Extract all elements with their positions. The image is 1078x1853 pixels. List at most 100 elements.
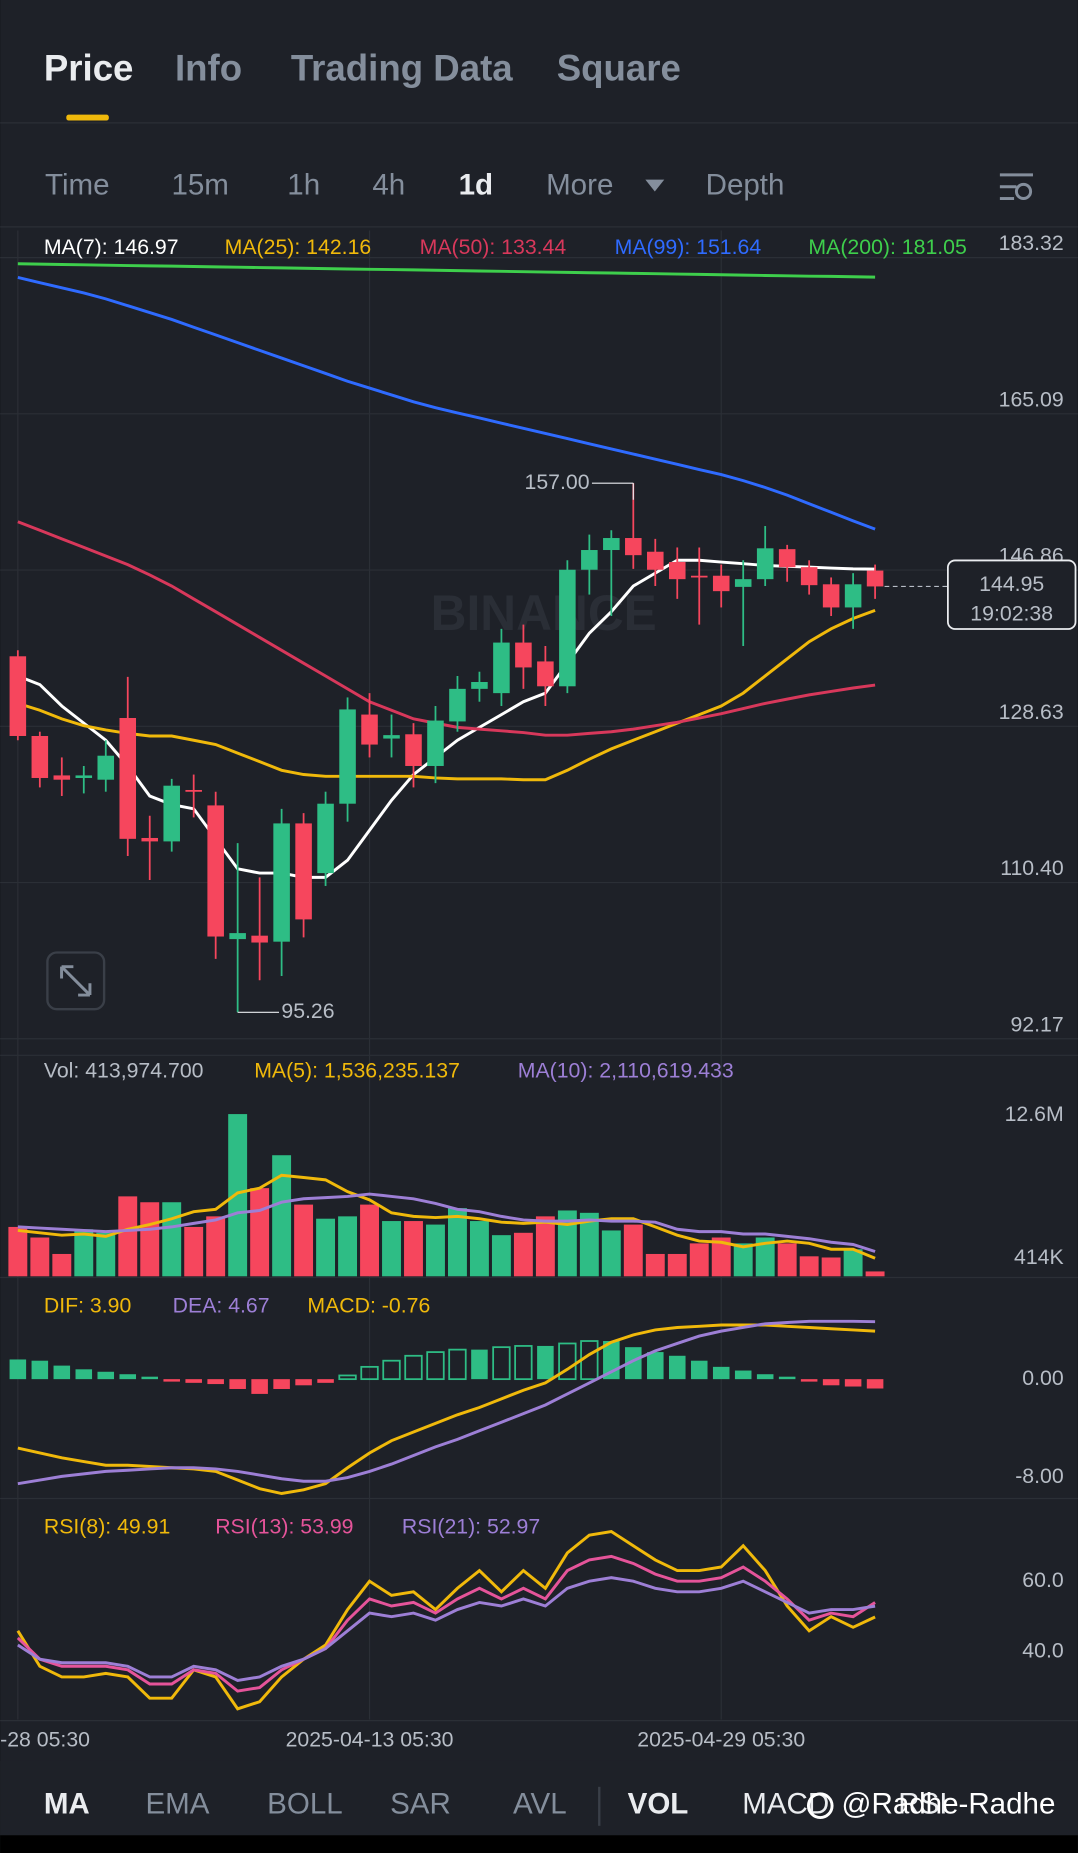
tab[interactable]: Price: [44, 48, 134, 89]
bar: [52, 1253, 72, 1277]
candle-body: [295, 823, 312, 920]
interval[interactable]: 4h: [372, 169, 405, 202]
legend-entry: DEA: 4.67: [173, 1294, 270, 1318]
bar: [140, 1202, 160, 1277]
bar: [734, 1370, 752, 1380]
watermark-icon: [806, 1792, 834, 1820]
tab[interactable]: Square: [557, 48, 681, 89]
bar: [514, 1345, 533, 1381]
candle-body: [31, 735, 49, 778]
bar: [184, 1226, 204, 1277]
bar: [382, 1359, 401, 1381]
interval[interactable]: 1d: [459, 169, 493, 202]
bar: [74, 1229, 94, 1277]
bar: [557, 1210, 577, 1277]
y-tick-label: 40.0: [1022, 1639, 1063, 1663]
bar: [295, 1379, 312, 1386]
bar: [601, 1230, 621, 1277]
indicator[interactable]: MA: [44, 1788, 90, 1821]
bar: [162, 1202, 182, 1277]
candle-body: [229, 933, 246, 940]
bar: [579, 1212, 599, 1277]
bar: [647, 1352, 664, 1380]
indicator[interactable]: SAR: [390, 1788, 451, 1821]
candle-body: [141, 837, 159, 842]
candle-body: [559, 569, 576, 687]
bar: [755, 1237, 775, 1277]
interval[interactable]: More: [546, 169, 613, 202]
indicator[interactable]: VOL: [628, 1788, 689, 1821]
interval[interactable]: Time: [45, 169, 110, 202]
bar: [625, 1347, 642, 1380]
bar: [623, 1224, 643, 1277]
bar: [185, 1379, 202, 1383]
bar: [360, 1204, 379, 1277]
bar: [163, 1379, 180, 1382]
interval[interactable]: 15m: [171, 169, 228, 202]
indicator[interactable]: AVL: [513, 1788, 567, 1821]
bar: [317, 1379, 334, 1383]
candle-body: [734, 579, 752, 587]
bar: [316, 1218, 336, 1277]
bar: [448, 1208, 467, 1277]
bar: [207, 1379, 224, 1385]
expand-button[interactable]: [46, 951, 106, 1011]
tab[interactable]: Trading Data: [291, 48, 513, 89]
bar: [97, 1371, 115, 1380]
grid-layer: [0, 230, 1078, 1720]
interval[interactable]: Depth: [706, 169, 785, 202]
bar: [558, 1342, 577, 1381]
indicator[interactable]: EMA: [145, 1788, 209, 1821]
bar: [338, 1374, 357, 1381]
bar: [469, 1221, 489, 1277]
bar: [31, 1360, 49, 1380]
bar: [228, 1114, 248, 1277]
bar: [492, 1346, 511, 1381]
series-line: [17, 1576, 876, 1682]
bar: [119, 1374, 137, 1380]
series-line: [17, 276, 876, 531]
bar: [250, 1188, 270, 1277]
candle-body: [537, 661, 554, 687]
legend-entry: DIF: 3.90: [44, 1294, 131, 1318]
candle-body: [185, 789, 202, 792]
series-line: [16, 1530, 876, 1711]
candle-body: [647, 551, 664, 570]
interval[interactable]: 1h: [287, 169, 320, 202]
legend-entry: Vol: 413,974.700: [44, 1058, 204, 1082]
bar: [272, 1155, 292, 1277]
candle-body: [53, 775, 71, 780]
candle-body: [866, 570, 884, 587]
y-tick-label: 110.40: [1000, 856, 1063, 880]
bar: [448, 1348, 467, 1381]
legend-entry: MA(7): 146.97: [44, 235, 179, 259]
bar: [75, 1369, 93, 1380]
candle-body: [603, 538, 620, 551]
candle-body: [515, 642, 532, 668]
legend-entry: MA(200): 181.05: [808, 235, 966, 259]
candle-body: [668, 562, 686, 580]
candle-body: [317, 803, 334, 874]
last-price: 144.95: [979, 572, 1044, 596]
y-tick-label: 183.32: [999, 231, 1064, 255]
dropdown-icon[interactable]: [645, 179, 665, 192]
high-label: 157.00: [525, 470, 590, 494]
y-tick-label: 128.63: [999, 700, 1064, 724]
bar: [778, 1376, 796, 1380]
bar: [229, 1379, 246, 1389]
candle-body: [163, 785, 180, 842]
logo-watermark: BINANCE: [431, 585, 657, 641]
candle-body: [756, 548, 774, 580]
candle-body: [625, 538, 642, 556]
candle-body: [119, 717, 137, 839]
tab[interactable]: Info: [175, 48, 242, 89]
candle-body: [822, 584, 840, 608]
indicator[interactable]: RSI: [898, 1788, 947, 1821]
candle-body: [383, 735, 400, 739]
settings-icon[interactable]: [999, 173, 1033, 201]
candle-body: [97, 755, 115, 780]
indicator[interactable]: BOLL: [267, 1788, 343, 1821]
bar: [273, 1379, 290, 1389]
bar: [866, 1379, 884, 1389]
candle-body: [405, 734, 422, 766]
